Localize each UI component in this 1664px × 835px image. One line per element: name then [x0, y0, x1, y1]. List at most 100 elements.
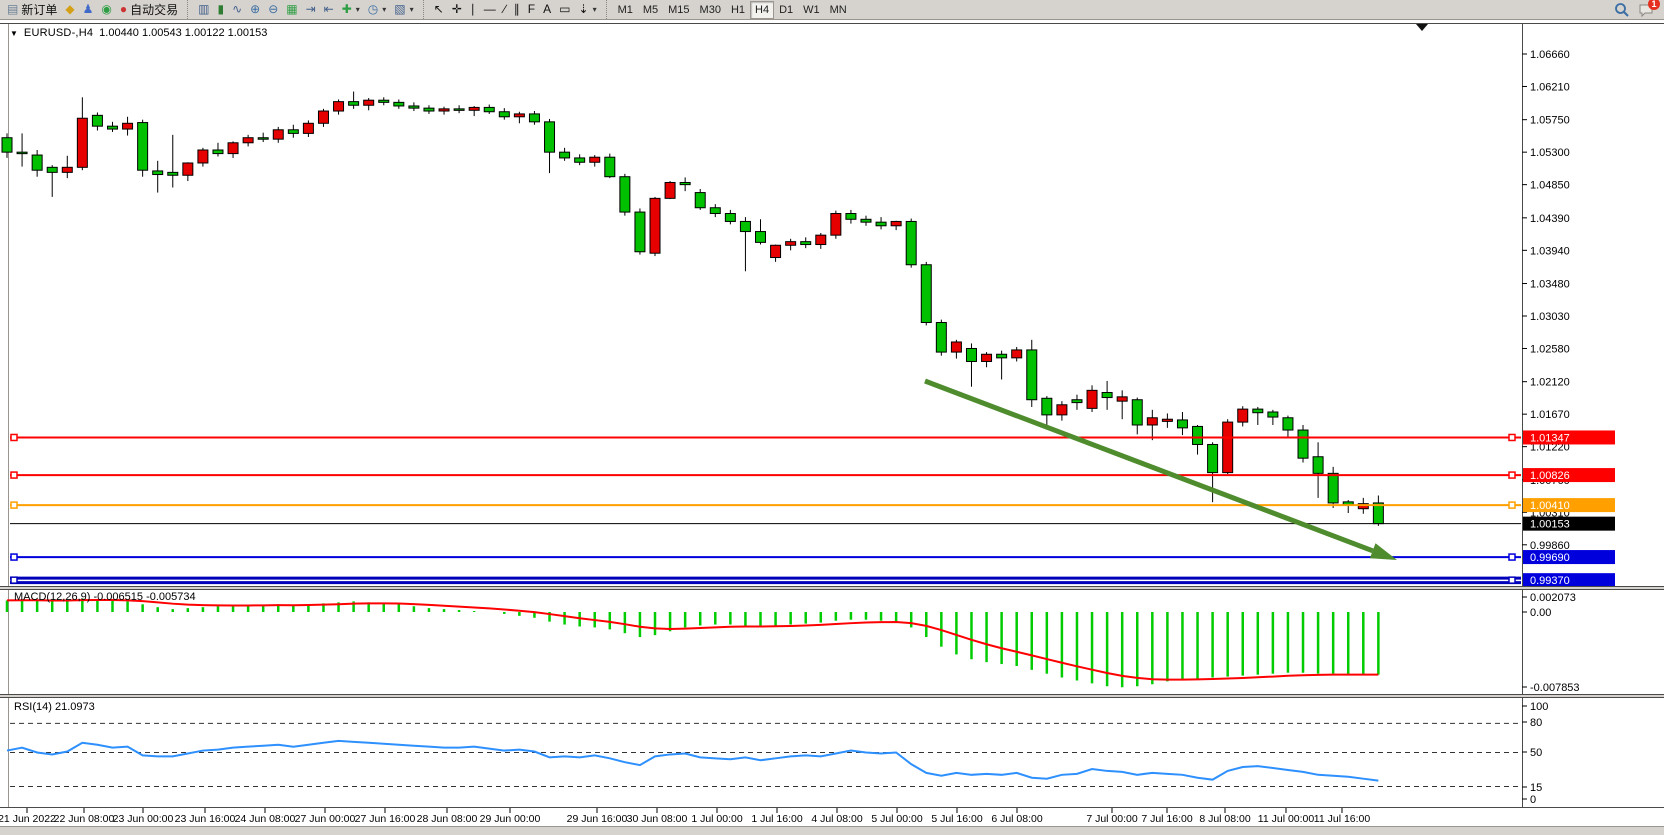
- horizontal-line-tool-button[interactable]: ―: [480, 1, 500, 18]
- hline-1.01347[interactable]: [10, 433, 1521, 442]
- signals-button[interactable]: ◉: [97, 1, 115, 18]
- svg-text:0.002073: 0.002073: [1530, 592, 1576, 604]
- hline-1.00410[interactable]: [10, 501, 1521, 509]
- timeframe-w1[interactable]: W1: [803, 3, 820, 16]
- candle-bull: [468, 106, 480, 111]
- tile-windows-button[interactable]: ▦: [282, 1, 301, 18]
- notifications-icon[interactable]: 1: [1638, 0, 1660, 18]
- svg-text:1.04850: 1.04850: [1530, 180, 1570, 192]
- timeframe-m30[interactable]: M30: [699, 3, 721, 16]
- vertical-line-tool-button[interactable]: ∣: [466, 1, 480, 18]
- line-handle: [1508, 553, 1516, 561]
- time-label: 28 Jun 08:00: [417, 813, 478, 825]
- fibonacci-tool-button[interactable]: F: [524, 1, 539, 18]
- candlestick-icon: ▮: [217, 2, 225, 16]
- time-label: 6 Jul 08:00: [991, 813, 1043, 825]
- crosshair-tool-button[interactable]: ✛: [448, 1, 466, 18]
- candle-bear: [860, 218, 872, 223]
- candle-bull: [830, 213, 842, 236]
- candle-bull: [182, 162, 194, 176]
- search-icon[interactable]: [1614, 2, 1630, 18]
- macd-signal-line: [6, 598, 1379, 681]
- candle-bull: [589, 156, 601, 163]
- macd-panel-splitter[interactable]: [0, 586, 1664, 590]
- hline-1.00826[interactable]: [10, 471, 1521, 479]
- line-chart-mode-button[interactable]: ∿: [228, 1, 246, 18]
- line-chart-icon: ∿: [232, 2, 243, 16]
- order-ticket-icon: ▤: [7, 2, 19, 16]
- candle-bull: [1146, 417, 1158, 426]
- time-label: 23 Jun 16:00: [175, 813, 236, 825]
- zoom-in-button[interactable]: ⊕: [246, 1, 264, 18]
- market-depth-button[interactable]: ♟: [79, 1, 98, 18]
- timeframe-d1[interactable]: D1: [779, 3, 794, 16]
- time-label: 30 Jun 08:00: [627, 813, 688, 825]
- candle-bear: [1207, 443, 1219, 474]
- auto-scroll-button[interactable]: ⇥: [302, 1, 320, 18]
- svg-text:50: 50: [1530, 747, 1542, 759]
- zoom-in-icon: ⊕: [250, 2, 261, 16]
- candle-bear: [559, 151, 571, 159]
- candle-bull: [664, 181, 676, 199]
- svg-text:0.00: 0.00: [1530, 607, 1551, 619]
- candle-bear: [1131, 399, 1143, 426]
- dropdown-arrow-icon[interactable]: ▾: [382, 5, 387, 14]
- hline-0.99370[interactable]: [10, 576, 1521, 585]
- bar-chart-mode-button[interactable]: ▥: [194, 1, 213, 18]
- arrows-tool-button[interactable]: ⇣ ▾: [575, 1, 601, 18]
- timeframe-m15[interactable]: M15: [668, 3, 690, 16]
- zoom-out-button[interactable]: ⊖: [264, 1, 282, 18]
- timeframe-h1[interactable]: H1: [730, 3, 746, 16]
- candle-bear: [604, 156, 616, 178]
- timeframe-m5[interactable]: M5: [642, 3, 659, 16]
- arrows-icon: ⇣: [578, 2, 589, 16]
- dropdown-arrow-icon[interactable]: ▾: [355, 5, 360, 14]
- autotrading-button[interactable]: ● 自动交易: [116, 1, 182, 18]
- hline-0.99690[interactable]: [10, 553, 1521, 561]
- new-chart-icon: ✚: [341, 2, 352, 16]
- timeframe-mn[interactable]: MN: [829, 3, 847, 16]
- candle-bear: [905, 220, 917, 266]
- trend-arrow[interactable]: [924, 378, 1397, 560]
- price-axis: 1.06660 1.06210 1.05750 1.05300 1.04850 1.043…: [1522, 49, 1570, 552]
- channel-tool-button[interactable]: ∥: [510, 1, 524, 18]
- chart-shift-marker-icon[interactable]: [1416, 24, 1428, 31]
- collapse-arrow-icon[interactable]: ▼: [10, 28, 18, 38]
- macd-indicator: MACD(12,26,9) -0.006515 -0.005734 0.00207…: [5, 591, 1580, 694]
- svg-text:100: 100: [1530, 701, 1548, 713]
- time-label: 7 Jul 00:00: [1086, 813, 1138, 825]
- timeframe-h4[interactable]: H4: [750, 0, 775, 19]
- template-icon: ▧: [394, 2, 406, 16]
- candle-bull: [333, 101, 345, 112]
- price-badge-0.99690: 0.99690: [1523, 550, 1615, 565]
- templates-button[interactable]: ▧ ▾: [390, 1, 417, 18]
- candle-bull: [302, 122, 314, 134]
- new-chart-button[interactable]: ✚ ▾: [338, 1, 364, 18]
- dropdown-arrow-icon[interactable]: ▾: [592, 5, 597, 14]
- svg-text:1.04390: 1.04390: [1530, 213, 1570, 225]
- chart-shift-button[interactable]: ⇤: [320, 1, 338, 18]
- text-tool-button[interactable]: A: [539, 1, 555, 18]
- candle-bear: [709, 207, 721, 215]
- line-handle: [10, 501, 18, 509]
- trendline-tool-button[interactable]: ∕: [500, 1, 510, 18]
- svg-text:1.00826: 1.00826: [1530, 470, 1570, 482]
- dropdown-arrow-icon[interactable]: ▾: [409, 5, 414, 14]
- autotrade-robot-icon: ●: [119, 2, 128, 16]
- indicator-list-button[interactable]: ◆: [61, 1, 78, 18]
- candle-bull: [1237, 408, 1249, 423]
- text-icon: A: [543, 2, 552, 16]
- cursor-tool-button[interactable]: ↖: [430, 1, 448, 18]
- line-handle: [1508, 471, 1516, 479]
- periods-button[interactable]: ◷ ▾: [364, 1, 391, 18]
- svg-text:1.02120: 1.02120: [1530, 377, 1570, 389]
- candle-bear: [91, 114, 103, 127]
- text-label-tool-button[interactable]: ▭: [555, 1, 574, 18]
- timeframe-m1[interactable]: M1: [617, 3, 633, 16]
- candlestick-mode-button[interactable]: ▮: [213, 1, 228, 18]
- price-badge-0.99370: 0.99370: [1523, 573, 1615, 588]
- rsi-panel-splitter[interactable]: [0, 694, 1664, 698]
- new-order-button[interactable]: ▤ 新订单: [3, 1, 61, 18]
- tile-windows-icon: ▦: [286, 2, 298, 16]
- main-toolbar: ▤ 新订单 ◆ ♟ ◉ ● 自动交易 ▥ ▮ ∿ ⊕ ⊖ ▦ ⇥ ⇤ ✚ ▾ ◷ ▾ ▧ ▾ ↖ ✛ ∣ ― ∕ ∥ F A ▭ ⇣ ▾ …: [0, 0, 1664, 20]
